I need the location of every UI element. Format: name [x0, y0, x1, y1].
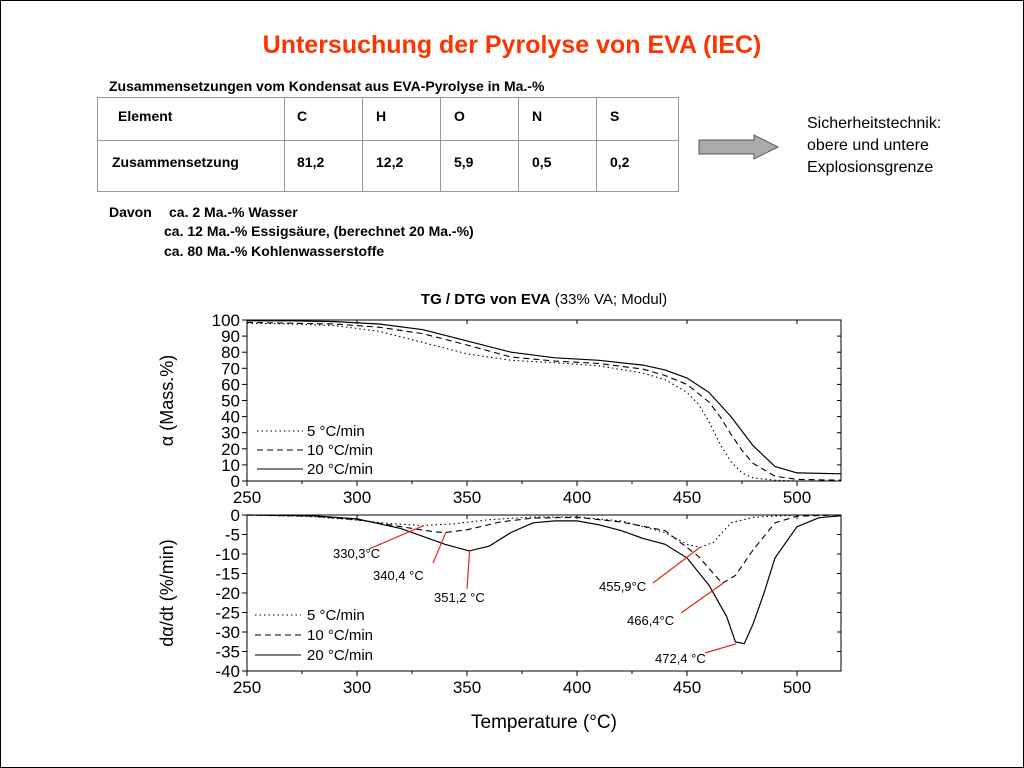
table-cell-s: 0,2 — [610, 154, 630, 170]
table-header-c: C — [297, 108, 308, 124]
table-cell-c: 81,2 — [297, 154, 325, 170]
x-tick-label: 400 — [563, 678, 591, 697]
callout-line — [704, 643, 737, 654]
y-tick-label: 10 — [221, 456, 240, 475]
table-caption: Zusammensetzungen vom Kondensat aus EVA-… — [109, 78, 545, 94]
table-column-divider — [518, 98, 519, 191]
y-tick-label: 0 — [231, 472, 240, 491]
y-tick-label: -5 — [225, 526, 240, 545]
table-header-s: S — [610, 108, 620, 124]
table-column-divider — [362, 98, 363, 191]
table-header-element: Element — [118, 108, 173, 124]
callout-line — [368, 524, 424, 550]
x-axis-label: Temperature (°C) — [471, 712, 617, 733]
y-tick-label: 50 — [221, 392, 240, 411]
series-line — [246, 322, 841, 482]
callout-label: 340,4 °C — [373, 568, 424, 583]
callout-line — [652, 546, 701, 584]
table-column-divider — [284, 98, 285, 191]
x-tick-label: 350 — [453, 678, 481, 697]
y-tick-label: -30 — [215, 623, 240, 642]
chart-title-bold: TG / DTG von EVA — [421, 291, 551, 308]
side-note-line: Sicherheitstechnik: — [807, 115, 942, 132]
x-tick-label: 450 — [673, 678, 701, 697]
y-tick-label: 70 — [221, 359, 240, 378]
series-line — [246, 321, 842, 481]
series-line — [246, 514, 842, 645]
table-cell-n: 0,5 — [532, 154, 552, 170]
y-axis-label: α (Mass.%) — [157, 355, 177, 446]
y-tick-label: -40 — [215, 662, 240, 681]
slide-title: Untersuchung der Pyrolyse von EVA (IEC) — [262, 31, 762, 59]
y-tick-label: 40 — [221, 408, 240, 427]
table-cell-h: 12,2 — [376, 154, 404, 170]
y-tick-label: -15 — [215, 565, 240, 584]
callout-label: 466,4°C — [627, 613, 674, 628]
davon-line: ca. 12 Ma.-% Essigsäure, (berechnet 20 M… — [164, 223, 474, 239]
davon-line: ca. 2 Ma.-% Wasser — [169, 204, 298, 220]
callout-line — [466, 550, 471, 590]
table-column-divider — [440, 98, 441, 191]
x-tick-label: 400 — [563, 488, 591, 507]
series-line — [246, 514, 842, 585]
x-tick-label: 250 — [233, 678, 261, 697]
callout-line — [432, 532, 447, 564]
side-note-line: Explosionsgrenze — [807, 159, 934, 176]
davon-line: ca. 80 Ma.-% Kohlenwasserstoffe — [164, 243, 385, 259]
right-arrow-icon — [698, 134, 780, 160]
legend-label: 10 °C/min — [307, 442, 373, 459]
x-tick-label: 450 — [673, 488, 701, 507]
legend-label: 20 °C/min — [307, 461, 373, 478]
y-tick-label: -35 — [215, 643, 240, 662]
y-tick-label: 100 — [212, 311, 240, 330]
table-cell-o: 5,9 — [454, 154, 474, 170]
y-tick-label: 20 — [221, 440, 240, 459]
legend-label: 10 °C/min — [307, 627, 373, 644]
side-note-line: obere und untere — [807, 137, 929, 154]
y-tick-label: -25 — [215, 604, 240, 623]
side-note: Sicherheitstechnik: obere und untere Exp… — [807, 113, 941, 179]
table-column-divider — [596, 98, 597, 191]
x-tick-label: 350 — [453, 488, 481, 507]
series-line — [247, 320, 842, 475]
y-tick-label: -10 — [215, 545, 240, 564]
legend-label: 5 °C/min — [307, 607, 365, 624]
legend-label: 5 °C/min — [307, 423, 365, 440]
legend-label: 20 °C/min — [307, 647, 373, 664]
table-header-o: O — [454, 108, 465, 124]
x-tick-label: 500 — [783, 488, 811, 507]
chart-title-rest: (33% VA; Modul) — [551, 291, 667, 308]
davon-label: Davon — [109, 204, 152, 220]
y-axis-label: dα/dt (%/min) — [157, 539, 177, 646]
x-tick-label: 250 — [233, 488, 261, 507]
table-cell-row-label: Zusammensetzung — [112, 154, 239, 170]
y-tick-label: 90 — [221, 327, 240, 346]
y-tick-label: 30 — [221, 424, 240, 443]
x-tick-label: 500 — [783, 678, 811, 697]
y-tick-label: 60 — [221, 375, 240, 394]
callout-line — [680, 582, 724, 614]
y-tick-label: 0 — [231, 506, 240, 525]
table-header-n: N — [532, 108, 543, 124]
x-tick-label: 300 — [343, 678, 371, 697]
y-tick-label: 80 — [221, 343, 240, 362]
callout-label: 351,2 °C — [434, 590, 485, 605]
chart-title: TG / DTG von EVA (33% VA; Modul) — [421, 291, 667, 308]
y-tick-label: -20 — [215, 584, 240, 603]
callout-label: 472,4 °C — [655, 651, 706, 666]
x-tick-label: 300 — [343, 488, 371, 507]
composition-table: Element C H O N S Zusammensetzung 81,2 1… — [97, 97, 679, 192]
table-header-h: H — [376, 108, 387, 124]
callout-label: 455,9°C — [599, 579, 646, 594]
callout-label: 330,3°C — [333, 546, 380, 561]
series-line — [246, 514, 841, 548]
table-row-divider — [98, 140, 678, 141]
